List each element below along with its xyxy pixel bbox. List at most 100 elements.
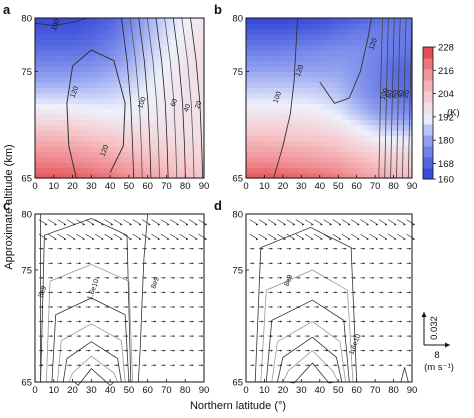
heatmap-cell xyxy=(341,82,347,88)
heatmap-cell xyxy=(155,55,160,62)
heatmap-cell xyxy=(386,60,391,67)
heatmap-cell xyxy=(128,44,134,51)
heatmap-cell xyxy=(177,92,183,99)
wind-arrow-head xyxy=(283,238,286,241)
heatmap-cell xyxy=(35,156,40,163)
heatmap-cell xyxy=(95,167,100,174)
heatmap-cell xyxy=(323,151,328,158)
heatmap-cell xyxy=(371,114,376,120)
wind-arrow-head xyxy=(307,349,310,352)
wind-arrow-head xyxy=(274,238,277,241)
heatmap-cell xyxy=(404,130,409,136)
wind-arrow-head xyxy=(381,349,384,352)
heatmap-cell xyxy=(68,34,74,40)
heatmap-cell xyxy=(136,172,141,179)
heatmap-cell xyxy=(151,156,156,163)
heatmap-cell xyxy=(400,34,406,40)
heatmap-cell xyxy=(271,44,277,51)
heatmap-cell xyxy=(196,92,201,99)
temperature-heatmap xyxy=(246,18,413,179)
heatmap-cell xyxy=(166,92,171,99)
heatmap-cell xyxy=(87,23,92,30)
heatmap-cell xyxy=(192,156,198,163)
heatmap-cell xyxy=(408,50,413,56)
heatmap-cell xyxy=(301,108,306,115)
wind-arrow-head xyxy=(116,364,119,367)
heatmap-cell xyxy=(177,44,183,51)
heatmap-cell xyxy=(341,172,347,179)
heatmap-cell xyxy=(110,50,115,56)
heatmap-cell xyxy=(305,60,310,67)
heatmap-cell xyxy=(68,18,74,24)
heatmap-cell xyxy=(46,108,51,115)
wind-arrow-head xyxy=(79,364,82,367)
heatmap-cell xyxy=(95,119,100,126)
heatmap-cell xyxy=(50,82,55,88)
heatmap-cell xyxy=(35,50,40,56)
heatmap-cell xyxy=(38,28,44,35)
heatmap-cell xyxy=(282,60,288,67)
heatmap-cell xyxy=(61,66,66,72)
wind-arrow-head xyxy=(154,276,157,279)
heatmap-cell xyxy=(282,82,288,88)
heatmap-cell xyxy=(249,82,254,88)
wind-arrow-head xyxy=(182,262,185,265)
heatmap-cell xyxy=(177,28,183,35)
heatmap-cell xyxy=(162,124,168,131)
heatmap-cell xyxy=(268,39,273,46)
heatmap-cell xyxy=(301,82,306,88)
wind-arrow-head xyxy=(139,238,142,241)
heatmap-cell xyxy=(87,50,92,56)
heatmap-cell xyxy=(136,28,141,35)
heatmap-cell xyxy=(87,124,92,131)
heatmap-cell xyxy=(117,140,122,147)
heatmap-cell xyxy=(268,55,273,62)
heatmap-cell xyxy=(408,18,413,24)
heatmap-cell xyxy=(397,130,402,136)
heatmap-cell xyxy=(264,140,269,147)
wind-arrow xyxy=(350,219,360,225)
heatmap-cell xyxy=(356,23,361,30)
heatmap-cell xyxy=(192,140,198,147)
wind-arrow-head xyxy=(97,247,100,250)
heatmap-cell xyxy=(61,119,66,126)
heatmap-cell xyxy=(323,92,328,99)
heatmap-cell xyxy=(367,156,373,163)
wind-arrow-head xyxy=(172,291,175,294)
heatmap-cell xyxy=(327,108,332,115)
heatmap-cell xyxy=(400,172,406,179)
heatmap-cell xyxy=(53,50,59,56)
heatmap-cell xyxy=(166,98,171,104)
heatmap-cell xyxy=(185,167,190,174)
heatmap-cell xyxy=(196,34,201,40)
heatmap-cell xyxy=(140,124,145,131)
heatmap-cell xyxy=(257,146,262,152)
heatmap-cell xyxy=(345,151,350,158)
heatmap-cell xyxy=(367,140,373,147)
wind-arrow xyxy=(249,233,259,240)
heatmap-cell xyxy=(200,18,205,24)
heatmap-cell xyxy=(246,151,251,158)
heatmap-cell xyxy=(95,82,100,88)
heatmap-cell xyxy=(404,108,409,115)
heatmap-cell xyxy=(260,108,266,115)
heatmap-cell xyxy=(364,55,369,62)
x-tick-label: 30 xyxy=(86,181,97,192)
heatmap-cell xyxy=(253,124,258,131)
wind-arrow-head xyxy=(163,320,166,323)
heatmap-cell xyxy=(170,135,175,142)
wind-arrow-head xyxy=(92,223,95,226)
wind-arrow xyxy=(123,233,132,240)
heatmap-cell xyxy=(316,114,321,120)
heatmap-cell xyxy=(185,135,190,142)
heatmap-cell xyxy=(293,66,299,72)
heatmap-cell xyxy=(158,23,164,30)
heatmap-cell xyxy=(345,23,350,30)
heatmap-cell xyxy=(397,23,402,30)
heatmap-cell xyxy=(249,98,254,104)
heatmap-cell xyxy=(338,140,343,147)
heatmap-cell xyxy=(132,44,137,51)
heatmap-cell xyxy=(279,119,284,126)
heatmap-cell xyxy=(128,39,134,46)
